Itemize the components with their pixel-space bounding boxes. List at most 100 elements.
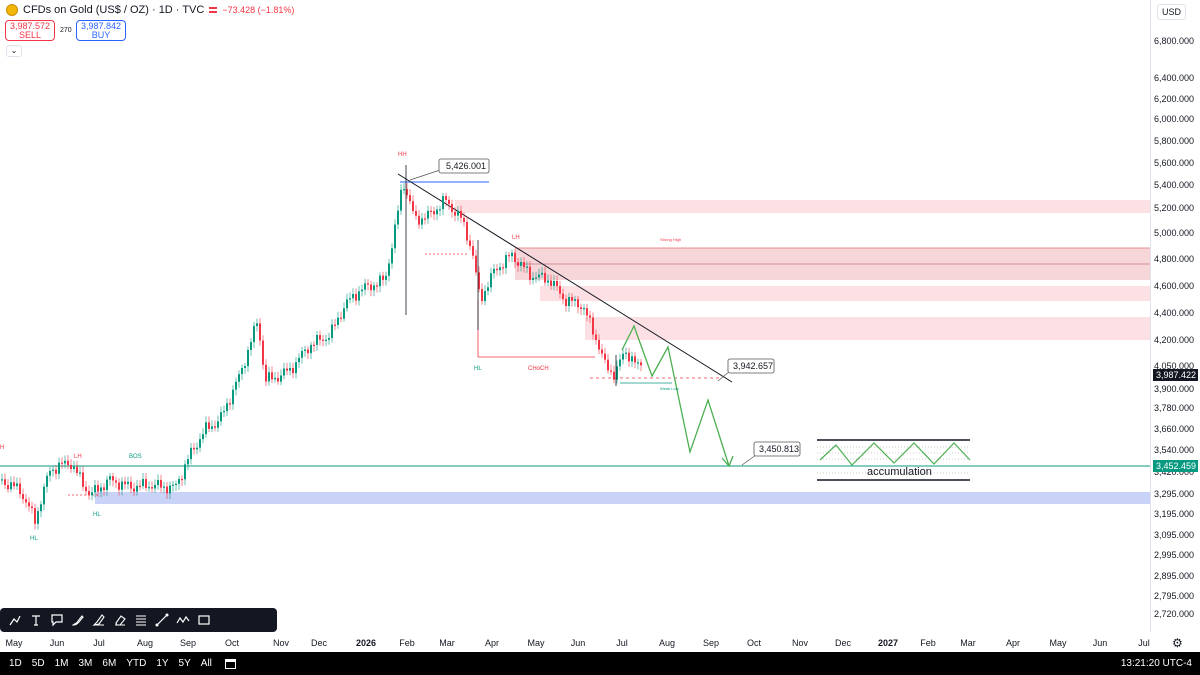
candle-body: [28, 502, 30, 507]
svg-text:3,942.657: 3,942.657: [733, 361, 773, 371]
callout-tool-icon[interactable]: [48, 611, 66, 629]
candle-body: [295, 362, 297, 374]
currency-selector[interactable]: USD: [1157, 4, 1187, 20]
candle-body: [454, 211, 456, 216]
trend-line-tool-icon[interactable]: [6, 611, 24, 629]
candle-body: [280, 375, 282, 382]
price-scale[interactable]: 6,800.000 6,400.000 6,200.000 6,000.000 5,80…: [1150, 0, 1200, 632]
text-tool-icon[interactable]: [27, 611, 45, 629]
candle-body: [169, 485, 171, 494]
ruler-tool-icon[interactable]: [153, 611, 171, 629]
candle-body: [502, 267, 504, 269]
candle-body: [127, 481, 129, 485]
candle-body: [307, 349, 309, 354]
clock[interactable]: 13:21:20 UTC-4: [1120, 658, 1192, 669]
callout-high[interactable]: 5,426.001: [409, 158, 490, 181]
gear-icon[interactable]: ⚙: [1172, 636, 1183, 650]
eraser-tool-icon[interactable]: [111, 611, 129, 629]
chevron-down-icon[interactable]: ⌄: [6, 45, 22, 57]
candle-body: [430, 210, 432, 213]
candle-body: [1, 479, 3, 481]
candle-body: [418, 215, 420, 225]
demand-zone[interactable]: [95, 492, 1150, 504]
fib-tool-icon[interactable]: [132, 611, 150, 629]
candle-body: [538, 274, 540, 278]
supply-zone-1[interactable]: [455, 200, 1150, 213]
candle-body: [343, 308, 345, 319]
time-tick: May: [5, 638, 23, 648]
candle-body: [256, 323, 258, 327]
label-lh: LH: [512, 235, 520, 241]
candle-body: [43, 486, 45, 505]
candle-body: [421, 218, 423, 225]
candle-body: [124, 481, 126, 485]
candle-body: [466, 222, 468, 241]
timeframe-button[interactable]: YTD: [126, 658, 147, 669]
candle-body: [532, 277, 534, 280]
candle-body: [85, 486, 87, 492]
candle-body: [7, 485, 9, 490]
timeframe-button[interactable]: 3M: [78, 658, 93, 669]
candle-body: [367, 283, 369, 285]
candle-body: [406, 189, 408, 196]
calendar-icon[interactable]: [224, 658, 236, 669]
candle-body: [439, 209, 441, 211]
label-h-left: H: [0, 445, 4, 451]
price-change: −73.428 (−1.81%): [222, 5, 295, 15]
rectangle-tool-icon[interactable]: [195, 611, 213, 629]
candle-body: [10, 482, 12, 490]
candle-body: [244, 366, 246, 368]
timeframe-button[interactable]: 1Y: [156, 658, 169, 669]
timeframe-button[interactable]: 5Y: [178, 658, 191, 669]
sell-button[interactable]: 3,987.572 SELL: [5, 20, 55, 41]
projection-path[interactable]: [621, 324, 730, 467]
candle-body: [514, 252, 516, 263]
time-tick: Sep: [179, 638, 197, 648]
candle-body: [121, 481, 123, 490]
highlighter-tool-icon[interactable]: [90, 611, 108, 629]
price-tick: 5,000.000: [1153, 228, 1194, 238]
candle-body: [481, 289, 483, 302]
time-axis[interactable]: May Jun Jul Aug Sep Oct Nov Dec 2026 Feb Mar Apr May…: [0, 632, 1150, 652]
candle-body: [412, 201, 414, 211]
candle-body: [88, 491, 90, 496]
label-hl-left: HL: [93, 512, 101, 518]
buy-button[interactable]: 3,987.842 BUY: [76, 20, 126, 41]
candle-body: [64, 460, 66, 464]
candle-body: [616, 366, 618, 380]
callout-mid[interactable]: 3,942.657: [717, 358, 775, 382]
candle-body: [382, 275, 384, 280]
callout-low[interactable]: 3,450.813: [741, 441, 801, 466]
path-tool-icon[interactable]: [174, 611, 192, 629]
chart-canvas[interactable]: accumulation 5,426.001 3,942.657 3,450.8…: [0, 0, 1150, 632]
candle-body: [229, 403, 231, 405]
candle-body: [526, 266, 528, 268]
candle-body: [436, 209, 438, 215]
candle-body: [604, 353, 606, 360]
supply-zone-3[interactable]: [540, 286, 1150, 301]
candle-body: [241, 367, 243, 375]
symbol-title[interactable]: CFDs on Gold (US$ / OZ) · 1D · TVC −73.4…: [6, 4, 294, 16]
svg-text:3,450.813: 3,450.813: [759, 444, 799, 454]
price-tick: 6,200.000: [1153, 94, 1194, 104]
timeframe-button[interactable]: All: [200, 658, 212, 669]
brush-tool-icon[interactable]: [69, 611, 87, 629]
candle-body: [37, 511, 39, 524]
label-strong-high: Strong High: [660, 237, 681, 242]
timeframe-button[interactable]: 6M: [102, 658, 117, 669]
timeframe-button[interactable]: 5D: [31, 658, 45, 669]
candle-body: [499, 267, 501, 271]
descending-trendline[interactable]: [397, 173, 733, 383]
price-tick: 3,095.000: [1153, 530, 1194, 540]
candle-body: [208, 422, 210, 429]
candle-body: [106, 479, 108, 490]
accumulation-zigzag: [819, 442, 971, 466]
timeframe-button[interactable]: 1M: [54, 658, 69, 669]
sell-price: 3,987.572: [9, 21, 51, 31]
timeframe-button[interactable]: 1D: [9, 658, 22, 669]
price-tick: 4,050.000: [1153, 361, 1194, 371]
candle-body: [109, 476, 111, 480]
candle-body: [505, 255, 507, 269]
supply-zone-4[interactable]: [585, 317, 1150, 340]
